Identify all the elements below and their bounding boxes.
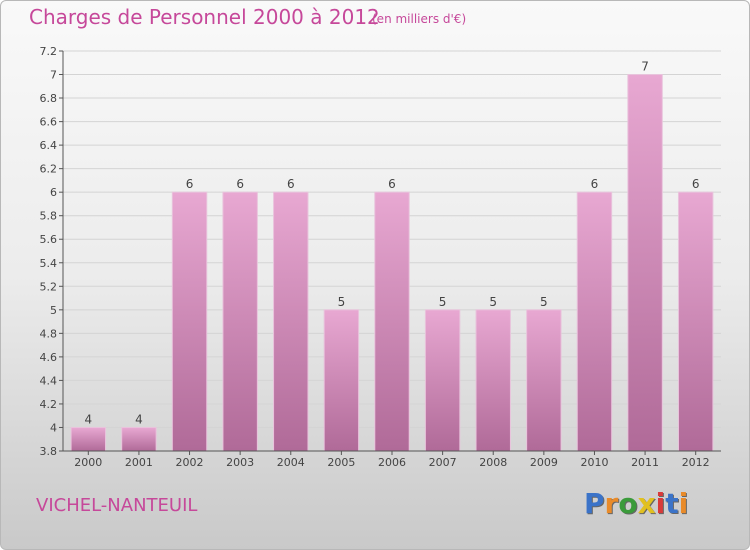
bar-value-label: 6: [692, 177, 700, 191]
x-tick-label: 2004: [277, 456, 305, 469]
y-tick-label: 5.2: [40, 280, 58, 293]
bar: [70, 426, 107, 452]
y-tick-label: 5: [50, 304, 57, 317]
bar-value-label: 6: [287, 177, 295, 191]
x-tick-label: 2010: [580, 456, 608, 469]
bar-value-label: 5: [489, 295, 497, 309]
logo-letter: P: [584, 487, 605, 520]
x-tick-label: 2012: [682, 456, 710, 469]
x-tick-label: 2005: [327, 456, 355, 469]
logo-letter: i: [678, 487, 689, 520]
bar: [424, 309, 461, 452]
chart-subtitle: (en milliers d'€): [372, 12, 467, 26]
x-tick-label: 2007: [429, 456, 457, 469]
logo-letter: r: [604, 487, 619, 520]
bar-value-label: 7: [641, 60, 649, 74]
bar-value-label: 4: [84, 412, 92, 426]
y-tick-label: 4: [50, 421, 57, 434]
bar-value-label: 6: [591, 177, 599, 191]
bar: [677, 191, 714, 452]
bar: [273, 191, 309, 452]
bar-value-label: 6: [236, 177, 244, 191]
bar: [576, 191, 613, 452]
logo-letter: o: [618, 487, 638, 520]
y-tick-label: 7.2: [40, 45, 58, 58]
bar-value-label: 5: [540, 295, 548, 309]
y-tick-label: 6.6: [40, 116, 58, 129]
chart-title: Charges de Personnel 2000 à 2012: [29, 5, 380, 29]
bar: [627, 74, 663, 452]
x-tick-label: 2011: [631, 456, 659, 469]
proxiti-logo: Proxiti: [584, 487, 688, 520]
bar-value-label: 6: [388, 177, 396, 191]
logo-letter: t: [665, 487, 679, 520]
x-tick-label: 2001: [125, 456, 153, 469]
bar: [374, 191, 410, 452]
x-tick-label: 2006: [378, 456, 406, 469]
y-tick-label: 5.4: [40, 257, 58, 270]
y-tick-label: 3.8: [40, 445, 58, 458]
bar: [121, 426, 157, 452]
bar: [323, 309, 360, 452]
logo-letter: i: [655, 487, 666, 520]
bar: [526, 309, 562, 452]
y-tick-label: 4.2: [40, 398, 58, 411]
y-tick-label: 4.4: [40, 374, 58, 387]
y-tick-label: 4.8: [40, 327, 58, 340]
y-tick-label: 5.6: [40, 233, 58, 246]
x-tick-label: 2003: [226, 456, 254, 469]
x-tick-label: 2009: [530, 456, 558, 469]
x-tick-label: 2000: [74, 456, 102, 469]
bar: [475, 309, 511, 452]
y-tick-label: 6.4: [40, 139, 58, 152]
y-tick-label: 7: [50, 69, 57, 82]
commune-name: VICHEL-NANTEUIL: [36, 495, 198, 516]
y-tick-label: 4.6: [40, 351, 58, 364]
y-tick-label: 6.2: [40, 163, 58, 176]
bar-value-label: 5: [338, 295, 346, 309]
y-tick-label: 6.8: [40, 92, 58, 105]
bar-value-label: 6: [186, 177, 194, 191]
bar: [171, 191, 208, 452]
y-tick-label: 5.8: [40, 210, 58, 223]
x-tick-label: 2002: [176, 456, 204, 469]
x-tick-label: 2008: [479, 456, 507, 469]
bar-value-label: 4: [135, 412, 143, 426]
y-tick-label: 6: [50, 186, 57, 199]
logo-letter: x: [637, 487, 656, 520]
bar: [222, 191, 258, 452]
bar-value-label: 5: [439, 295, 447, 309]
